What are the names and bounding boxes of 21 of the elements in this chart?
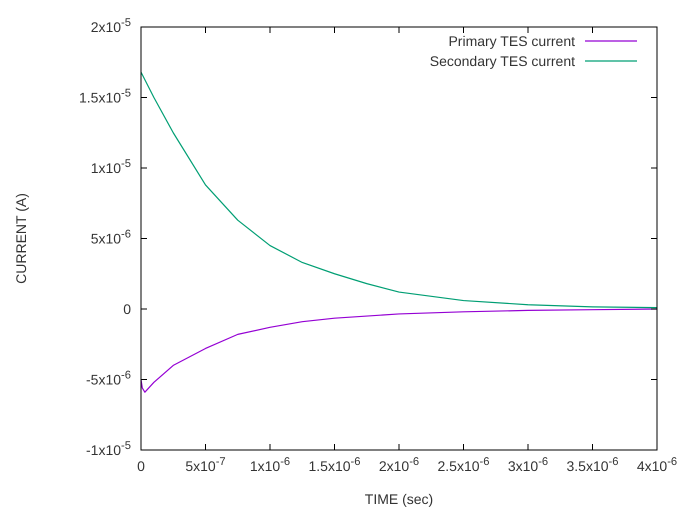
x-tick-label: 3.5x10$^{-6}$ (566, 456, 618, 474)
x-tick-label: 5x10$^{-7}$ (185, 456, 226, 474)
x-tick-label: 1x10$^{-6}$ (250, 456, 290, 474)
x-tick-label: 0 (137, 458, 146, 474)
y-tick-label: 0 (123, 301, 132, 317)
y-tick-label: 5x10$^{-6}$ (90, 228, 131, 246)
legend-label: Secondary TES current (430, 53, 576, 69)
x-tick-label: 2.5x10$^{-6}$ (438, 456, 490, 474)
x-tick-label: 4x10$^{-6}$ (636, 456, 678, 474)
y-tick-label: 1.5x10$^{-5}$ (79, 88, 131, 106)
x-axis-title: TIME (sec) (364, 491, 434, 507)
y-axis-title: CURRENT (A) (13, 193, 29, 284)
x-tick-label: 1.5x10$^{-6}$ (308, 456, 360, 474)
y-tick-label: 1x10$^{-5}$ (90, 158, 131, 176)
y-tick-label: 2x10$^{-5}$ (90, 17, 131, 35)
line-series (140, 72, 658, 308)
y-tick-label: -1x10$^{-5}$ (86, 440, 131, 458)
x-tick-label: 2x10$^{-6}$ (378, 456, 420, 474)
legend-label: Primary TES current (448, 33, 576, 49)
x-tick-label: 3x10$^{-6}$ (508, 456, 548, 474)
y-tick-label: -5x10$^{-6}$ (86, 370, 131, 388)
